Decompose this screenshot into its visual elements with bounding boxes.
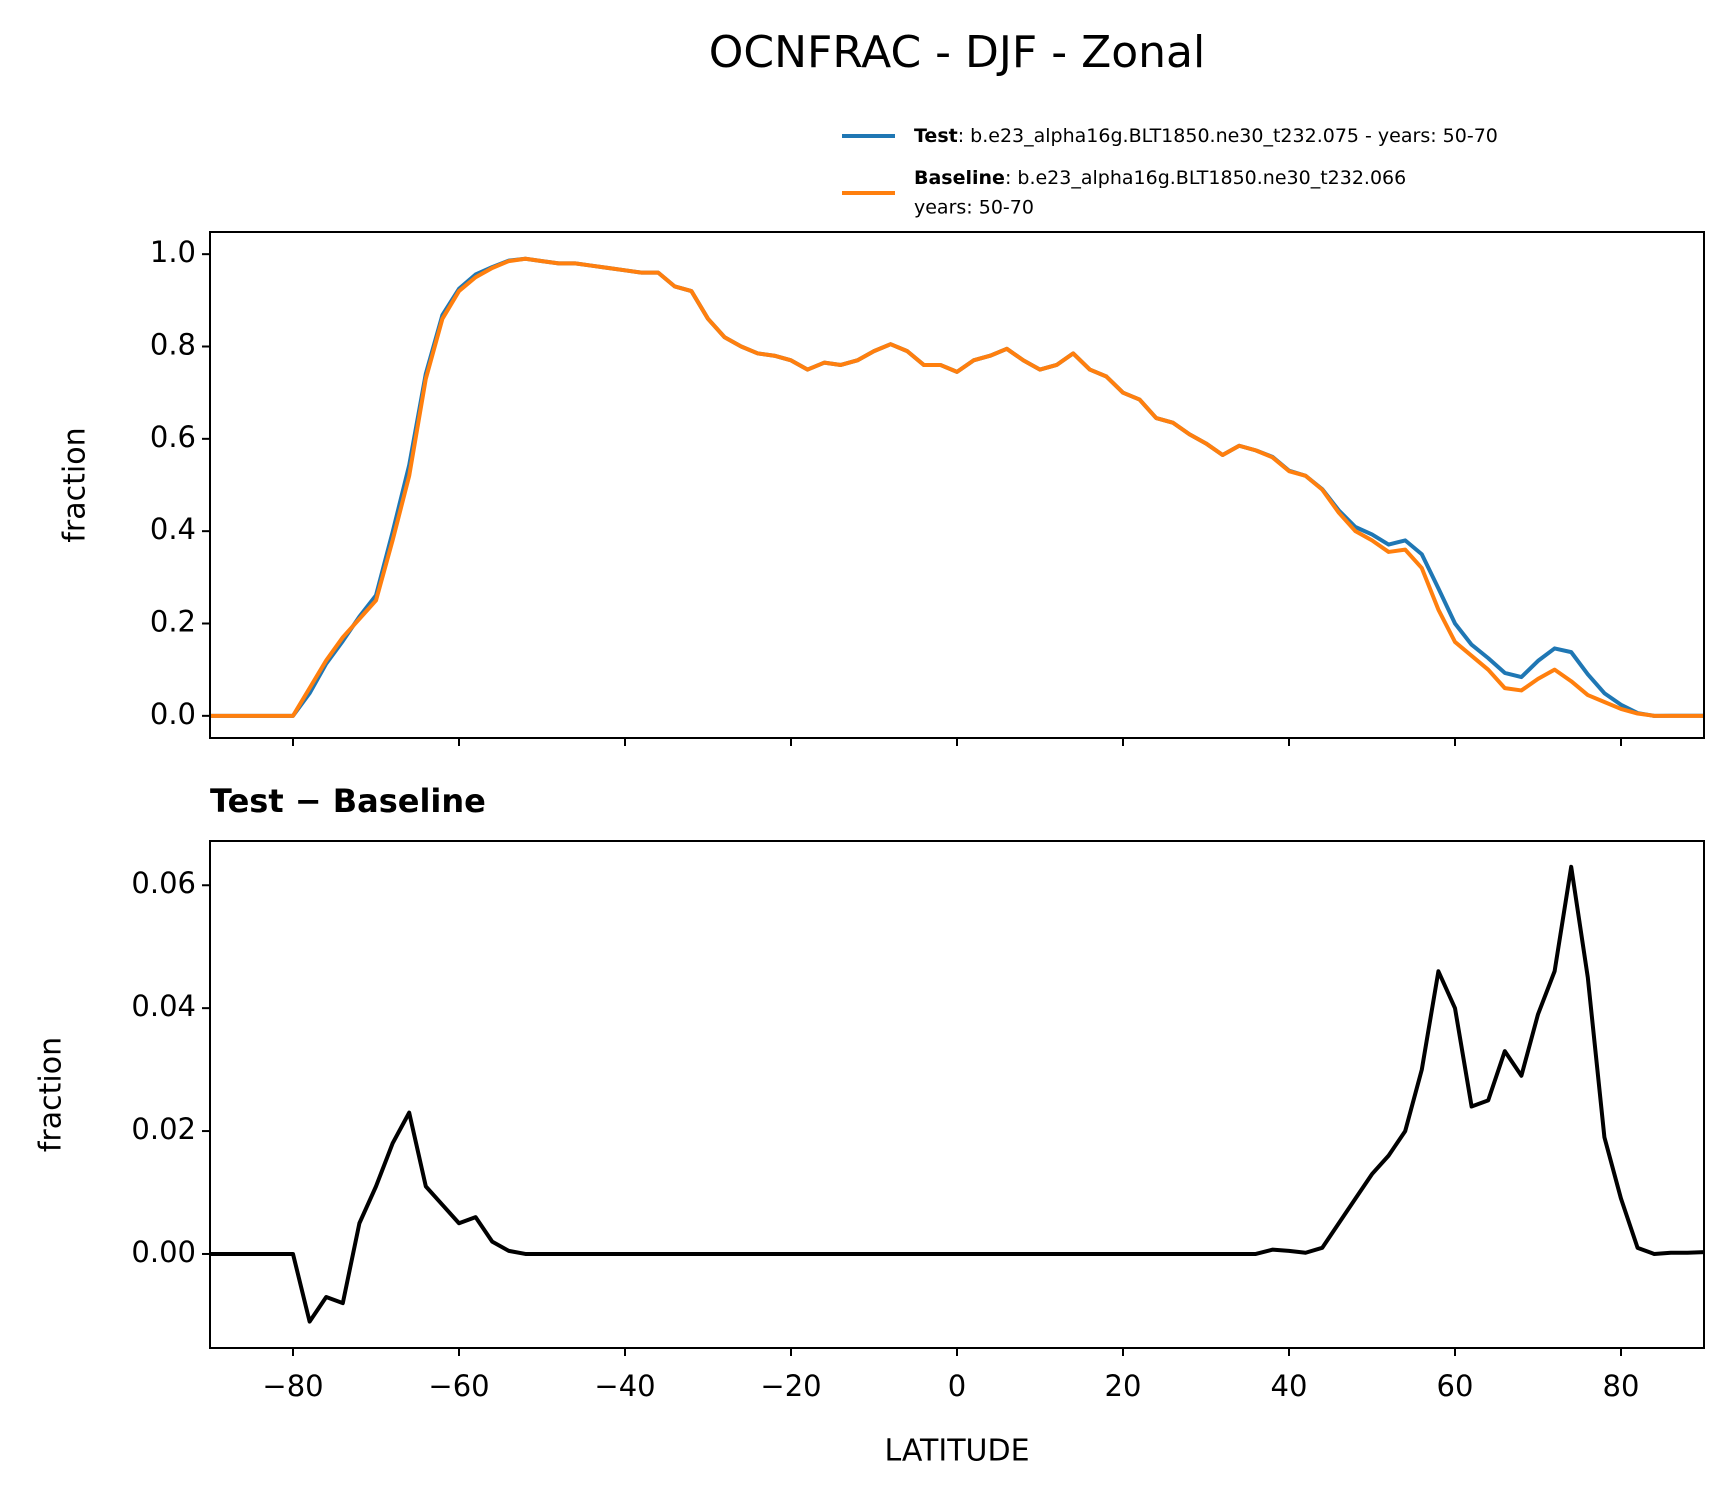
x-tick-label: 20: [1105, 1369, 1142, 1403]
plot-frame: [209, 231, 1705, 739]
legend-label: Test: b.e23_alpha16g.BLT1850.ne30_t232.0…: [914, 125, 1498, 147]
legend-name: Test: [914, 125, 958, 147]
y-tick-label: 0.02: [131, 1112, 196, 1146]
difference-line: [210, 864, 1704, 1324]
y-tick-label: 0.6: [150, 420, 196, 454]
x-tick-label: 40: [1271, 1369, 1308, 1403]
y-tick-label: 0.06: [131, 866, 196, 900]
x-tick-label: 60: [1437, 1369, 1474, 1403]
x-tick-label: −60: [428, 1369, 489, 1403]
x-tick-label: −80: [262, 1369, 323, 1403]
series-line: [210, 256, 1704, 718]
y-tick-label: 0.00: [131, 1235, 196, 1269]
chart-title: OCNFRAC - DJF - Zonal: [709, 27, 1205, 78]
y-tick-label: 0.8: [150, 327, 196, 361]
legend-description: : b.e23_alpha16g.BLT1850.ne30_t232.066: [1005, 167, 1406, 189]
legend-description: : b.e23_alpha16g.BLT1850.ne30_t232.075 -…: [958, 125, 1498, 147]
y-tick-label: 0.4: [150, 512, 196, 546]
x-tick-label: −20: [760, 1369, 821, 1403]
series-line: [210, 256, 1704, 718]
y-axis-label: fraction: [58, 427, 93, 542]
x-tick-label: −40: [594, 1369, 655, 1403]
x-axis-label: LATITUDE: [884, 1434, 1029, 1469]
y-axis-label: fraction: [34, 1037, 69, 1152]
subplot-title: Test − Baseline: [210, 782, 486, 820]
legend-name: Baseline: [914, 167, 1005, 189]
legend-label: Baseline: b.e23_alpha16g.BLT1850.ne30_t2…: [914, 167, 1406, 189]
y-tick-label: 0.0: [150, 697, 196, 731]
y-tick-label: 0.2: [150, 605, 196, 639]
x-tick-label: 80: [1603, 1369, 1640, 1403]
plot-frame: [209, 840, 1705, 1349]
y-tick-label: 0.04: [131, 989, 196, 1023]
y-tick-label: 1.0: [150, 235, 196, 269]
legend-description: years: 50-70: [914, 197, 1034, 219]
x-tick-label: 0: [948, 1369, 966, 1403]
